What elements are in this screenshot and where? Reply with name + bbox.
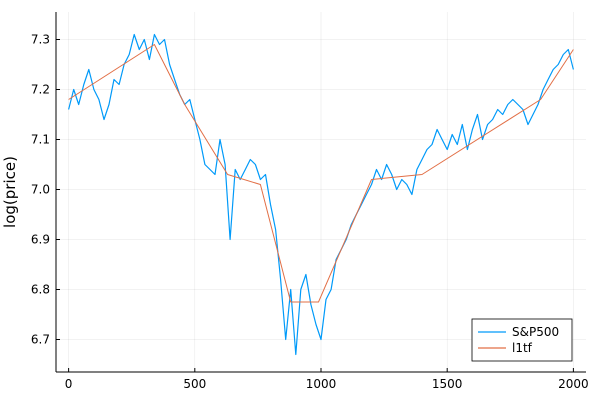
series-line-1 bbox=[68, 33, 574, 356]
legend: S&P500 l1tf bbox=[471, 318, 573, 362]
x-tick-label: 2000 bbox=[558, 377, 589, 391]
axes bbox=[55, 12, 586, 373]
grid bbox=[56, 12, 586, 372]
legend-label-2: l1tf bbox=[512, 341, 533, 355]
y-tick-label: 7.2 bbox=[31, 83, 50, 97]
x-tick-label: 500 bbox=[183, 377, 206, 391]
y-tick-label: 7.0 bbox=[31, 183, 50, 197]
series-line-2 bbox=[68, 44, 574, 303]
y-tick-label: 6.9 bbox=[31, 233, 50, 247]
y-tick-label: 7.3 bbox=[31, 33, 50, 47]
series-lines bbox=[68, 33, 574, 356]
x-tick-label: 0 bbox=[65, 377, 73, 391]
x-tick-label: 1000 bbox=[306, 377, 337, 391]
y-tick-labels: 6.7 6.8 6.9 7.0 7.1 7.2 7.3 bbox=[31, 33, 50, 347]
y-tick-label: 6.8 bbox=[31, 283, 50, 297]
y-tick-label: 6.7 bbox=[31, 333, 50, 347]
x-tick-label: 1500 bbox=[432, 377, 463, 391]
legend-label-1: S&P500 bbox=[512, 325, 559, 339]
y-tick-label: 7.1 bbox=[31, 133, 50, 147]
legend-box bbox=[471, 318, 573, 362]
y-axis-title: log(price) bbox=[1, 156, 19, 228]
x-tick-labels: 0 500 1000 1500 2000 bbox=[65, 377, 589, 391]
